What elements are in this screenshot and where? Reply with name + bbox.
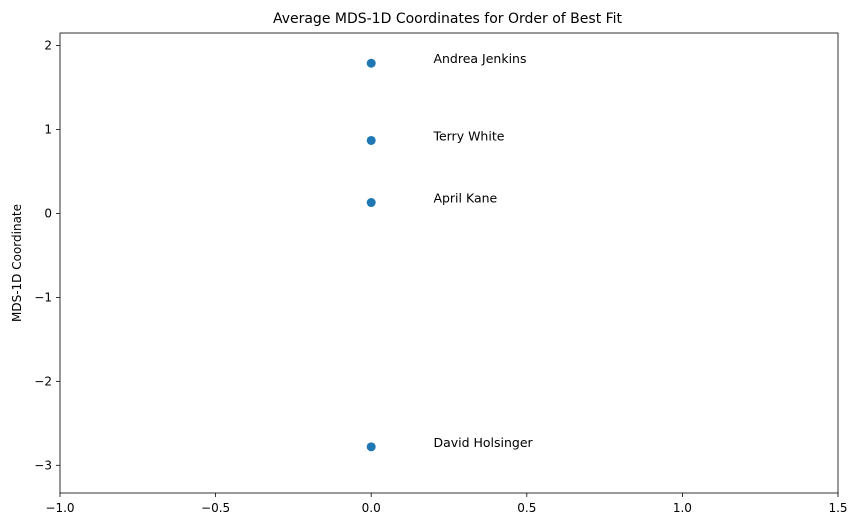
x-tick-label: −1.0 xyxy=(45,501,74,515)
data-point xyxy=(366,58,376,68)
y-tick-label: 2 xyxy=(44,39,52,53)
axes-frame xyxy=(59,32,839,494)
y-tick-label: 1 xyxy=(44,123,52,137)
point-annotation: April Kane xyxy=(433,191,497,206)
x-tick-label: 1.5 xyxy=(828,501,847,515)
data-point xyxy=(366,442,376,452)
x-tick-label: −0.5 xyxy=(201,501,230,515)
point-annotation: Terry White xyxy=(432,128,504,143)
point-annotation: David Holsinger xyxy=(433,435,533,450)
y-tick-label: −3 xyxy=(34,458,52,472)
x-tick-label: 1.0 xyxy=(673,501,692,515)
point-annotation: Andrea Jenkins xyxy=(433,51,526,66)
data-point xyxy=(366,135,376,145)
y-tick-label: 0 xyxy=(44,206,52,220)
plot-area: −1.0 −0.5 0.0 0.5 1.0 1.5 −3 −2 −1 0 1 2 Andrea Jenk… xyxy=(34,32,848,515)
y-axis-label: MDS-1D Coordinate xyxy=(10,204,24,322)
x-tick-label: 0.0 xyxy=(362,501,381,515)
y-tick-label: −2 xyxy=(34,374,52,388)
y-tick-label: −1 xyxy=(34,290,52,304)
x-tick-label: 0.5 xyxy=(517,501,536,515)
data-point xyxy=(366,198,376,208)
chart-title: Average MDS-1D Coordinates for Order of … xyxy=(273,11,623,27)
